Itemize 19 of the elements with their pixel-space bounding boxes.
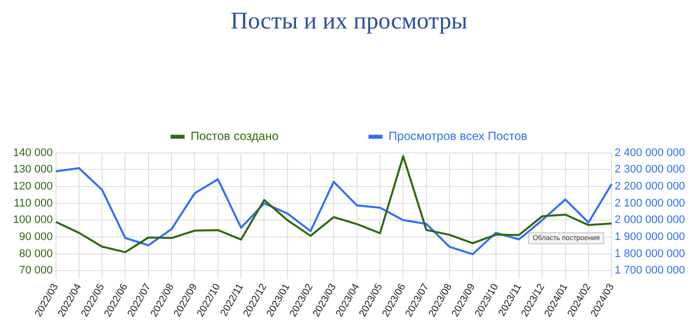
y-tick-label: 130 000 bbox=[12, 164, 53, 176]
y-tick-label: 110 000 bbox=[14, 197, 53, 210]
y2-tick-label: 2 000 000 000 bbox=[614, 214, 686, 226]
y2-tick-label: 1 800 000 000 bbox=[614, 248, 686, 260]
legend-label: Постов создано bbox=[190, 129, 279, 144]
legend-label: Просмотров всех Постов bbox=[388, 129, 528, 144]
y2-tick-label: 1 900 000 000 bbox=[614, 231, 686, 244]
y2-tick-label: 1 700 000 000 bbox=[614, 264, 686, 277]
y-tick-label: 120 000 bbox=[12, 180, 53, 193]
y-tick-label: 100 000 bbox=[12, 214, 53, 226]
y-tick-label: 70 000 bbox=[19, 264, 53, 277]
y2-tick-label: 2 200 000 000 bbox=[614, 180, 686, 193]
y2-tick-label: 2 100 000 000 bbox=[614, 197, 686, 210]
chart-title: Посты и их просмотры bbox=[230, 8, 468, 35]
y-tick-label: 140 000 bbox=[12, 146, 53, 159]
y2-tick-label: 2 400 000 000 bbox=[614, 146, 686, 159]
y-tick-label: 80 000 bbox=[19, 248, 53, 260]
y-tick-label: 90 000 bbox=[19, 231, 53, 244]
y2-tick-label: 2 300 000 000 bbox=[614, 164, 686, 176]
